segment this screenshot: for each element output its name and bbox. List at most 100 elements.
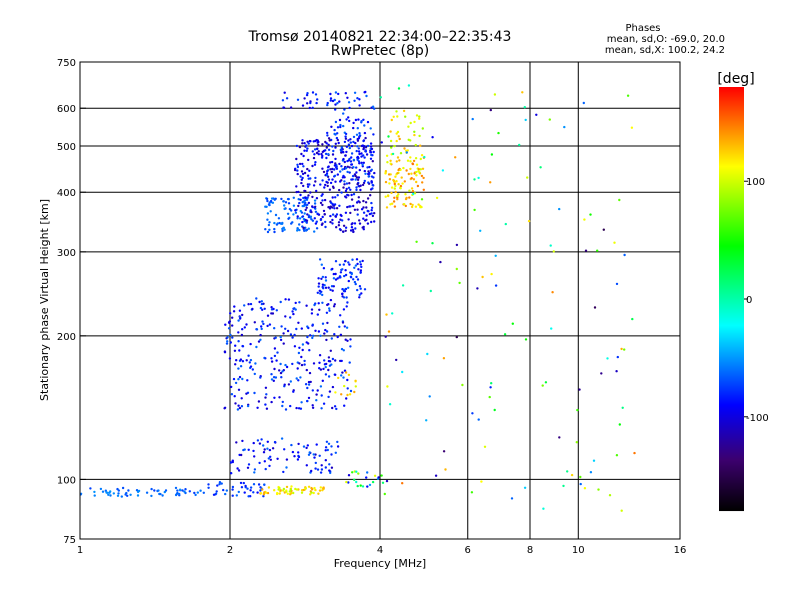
data-point bbox=[419, 157, 422, 161]
data-point bbox=[109, 490, 112, 493]
data-point bbox=[284, 298, 287, 301]
data-point bbox=[347, 286, 350, 289]
colorbar-band bbox=[719, 202, 744, 204]
colorbar-band bbox=[719, 189, 744, 191]
colorbar-band bbox=[719, 92, 744, 94]
x-tick-label: 16 bbox=[674, 545, 687, 556]
colorbar-band bbox=[719, 321, 744, 323]
data-point bbox=[342, 224, 346, 227]
data-point bbox=[410, 205, 414, 209]
data-point bbox=[335, 213, 339, 216]
data-point bbox=[373, 474, 377, 477]
data-point bbox=[389, 139, 393, 143]
phases-x-stats: mean, sd,X: 100.2, 24.2 bbox=[605, 45, 725, 56]
data-point bbox=[435, 196, 439, 200]
colorbar-band bbox=[719, 283, 744, 285]
data-point bbox=[316, 468, 320, 471]
colorbar-band bbox=[719, 188, 744, 190]
data-point bbox=[346, 393, 349, 397]
data-point bbox=[343, 140, 347, 144]
data-point bbox=[363, 169, 366, 173]
data-point bbox=[324, 152, 328, 156]
colorbar-band bbox=[719, 125, 744, 127]
colorbar-band bbox=[719, 306, 744, 308]
data-point bbox=[397, 87, 401, 90]
data-point bbox=[279, 371, 283, 375]
data-point bbox=[342, 151, 345, 154]
data-point bbox=[364, 150, 368, 153]
colorbar-band bbox=[719, 433, 744, 435]
data-point bbox=[283, 228, 286, 231]
data-point bbox=[305, 368, 308, 372]
data-point bbox=[226, 340, 229, 343]
data-point bbox=[356, 137, 359, 141]
colorbar-band bbox=[719, 114, 744, 116]
colorbar-band bbox=[719, 417, 744, 419]
data-point bbox=[231, 460, 234, 464]
data-point bbox=[410, 177, 413, 180]
colorbar-band bbox=[719, 489, 744, 491]
colorbar-band bbox=[719, 428, 744, 430]
data-point bbox=[354, 379, 357, 382]
data-point bbox=[616, 355, 619, 359]
data-point bbox=[264, 467, 267, 471]
data-point bbox=[224, 323, 227, 326]
colorbar-band bbox=[719, 481, 744, 483]
data-point bbox=[249, 489, 252, 492]
colorbar-band bbox=[719, 198, 744, 200]
colorbar-band bbox=[719, 256, 744, 258]
data-point bbox=[621, 406, 624, 409]
data-point bbox=[357, 196, 360, 199]
data-point bbox=[285, 485, 289, 489]
data-point bbox=[357, 268, 360, 271]
data-point bbox=[409, 202, 412, 206]
data-point bbox=[387, 194, 390, 198]
data-point bbox=[308, 451, 311, 454]
data-point bbox=[329, 214, 332, 218]
data-point bbox=[327, 178, 331, 181]
colorbar-band bbox=[719, 162, 744, 164]
data-point bbox=[247, 448, 250, 451]
data-point bbox=[248, 361, 251, 364]
data-point bbox=[549, 244, 552, 247]
data-point bbox=[249, 486, 253, 489]
data-point bbox=[370, 201, 373, 205]
data-point bbox=[241, 377, 244, 381]
data-point bbox=[260, 302, 264, 306]
data-point bbox=[360, 208, 364, 211]
data-point bbox=[303, 171, 307, 175]
data-point bbox=[307, 177, 310, 180]
colorbar-band bbox=[719, 250, 744, 252]
data-point bbox=[344, 287, 348, 291]
data-point bbox=[494, 284, 498, 287]
data-point bbox=[419, 144, 422, 147]
data-point bbox=[262, 495, 265, 498]
colorbar-band bbox=[719, 493, 744, 495]
data-point bbox=[600, 372, 603, 375]
data-point bbox=[271, 447, 275, 450]
data-point bbox=[490, 153, 494, 156]
data-point bbox=[384, 335, 387, 338]
data-point bbox=[352, 140, 355, 144]
data-point bbox=[384, 171, 387, 174]
data-point bbox=[349, 229, 353, 232]
data-point bbox=[328, 139, 331, 142]
data-point bbox=[434, 474, 438, 477]
data-point bbox=[270, 312, 273, 315]
data-point bbox=[334, 359, 337, 362]
data-point bbox=[397, 135, 400, 138]
data-point bbox=[371, 480, 375, 484]
colorbar-band bbox=[719, 310, 744, 312]
data-point bbox=[291, 450, 295, 454]
colorbar-band bbox=[719, 331, 744, 333]
data-point bbox=[285, 458, 289, 461]
colorbar-band bbox=[719, 399, 744, 401]
colorbar-band bbox=[719, 187, 744, 189]
colorbar-band bbox=[719, 380, 744, 382]
data-point bbox=[264, 403, 267, 406]
data-point bbox=[249, 358, 253, 362]
colorbar-band bbox=[719, 183, 744, 185]
data-point bbox=[305, 464, 308, 467]
data-point bbox=[364, 136, 367, 140]
data-point bbox=[295, 144, 299, 148]
